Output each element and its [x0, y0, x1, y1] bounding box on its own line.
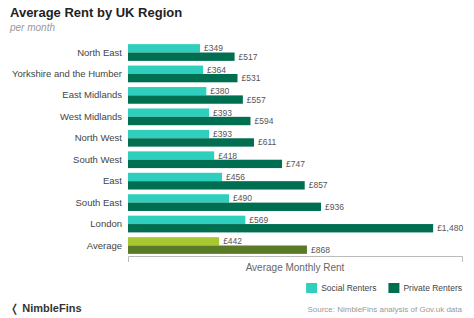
y-tick: Yorkshire and the Humber	[12, 68, 122, 79]
bar	[128, 203, 321, 211]
bar	[128, 138, 254, 146]
bar	[128, 117, 250, 125]
legend-label: Private Renters	[403, 283, 462, 293]
y-tick-label: North West	[75, 132, 123, 143]
data-label: £868	[311, 245, 330, 255]
y-tick: South East	[76, 197, 123, 208]
y-tick-label: South East	[76, 197, 123, 208]
y-tick-label: West Midlands	[60, 111, 122, 122]
y-tick: East Midlands	[62, 89, 122, 100]
bar	[128, 237, 219, 245]
bar	[128, 108, 209, 116]
y-tick-label: Average	[87, 240, 122, 251]
data-label: £857	[309, 180, 328, 190]
legend-swatch	[388, 283, 399, 293]
y-tick: North East	[77, 47, 122, 58]
y-axis: Average London South East East South West Nor…	[12, 47, 122, 251]
bar	[128, 181, 305, 189]
data-label: £517	[239, 52, 258, 62]
y-tick: London	[90, 218, 122, 229]
y-tick-label: East	[103, 175, 122, 186]
y-tick-label: South West	[73, 154, 122, 165]
brand: ❬ NimbleFins	[10, 302, 82, 315]
bar	[128, 160, 282, 168]
data-label: £393	[213, 108, 232, 118]
x-axis-title: Average Monthly Rent	[246, 262, 345, 273]
chart: Average Rent by UK Region per month £442 £5…	[0, 0, 474, 318]
y-tick: North West	[75, 132, 123, 143]
y-tick-label: East Midlands	[62, 89, 122, 100]
data-label: £557	[247, 95, 266, 105]
legend-item: Social Renters	[306, 283, 376, 293]
bar	[128, 44, 200, 52]
bar	[128, 194, 229, 202]
y-tick: West Midlands	[60, 111, 122, 122]
bar	[128, 95, 243, 103]
data-label: £380	[210, 86, 229, 96]
y-tick-label: North East	[77, 47, 122, 58]
bar	[128, 216, 245, 224]
subtitle: per month	[9, 22, 55, 33]
y-tick: South West	[73, 154, 122, 165]
bar	[128, 245, 307, 253]
bar	[128, 53, 235, 61]
data-label: £1,480	[437, 223, 463, 233]
data-labels: £442 £569 £490 £456 £418 £393 £393 £380 £364 £349…	[204, 43, 463, 254]
bar	[128, 74, 237, 82]
bar	[128, 130, 209, 138]
legend-swatch	[306, 283, 317, 293]
data-label: £490	[233, 193, 252, 203]
bar	[128, 151, 214, 159]
legend: Social Renters Private Renters	[306, 283, 462, 293]
bar	[128, 224, 433, 232]
bar	[128, 173, 222, 181]
title: Average Rent by UK Region	[10, 5, 182, 20]
y-tick: Average	[87, 240, 122, 251]
source-note: Source: NimbleFins analysis of Gov.uk da…	[307, 305, 462, 314]
data-label: £531	[241, 73, 260, 83]
legend-item: Private Renters	[388, 283, 462, 293]
data-label: £747	[286, 159, 305, 169]
bar	[128, 66, 203, 74]
legend-label: Social Renters	[321, 283, 376, 293]
data-label: £349	[204, 43, 223, 53]
data-label: £594	[254, 116, 273, 126]
data-label: £364	[207, 65, 226, 75]
bars	[128, 44, 433, 254]
data-label: £936	[325, 202, 344, 212]
data-label: £611	[258, 137, 277, 147]
y-tick-label: London	[90, 218, 122, 229]
bar	[128, 87, 206, 95]
data-label: £393	[213, 129, 232, 139]
y-tick-label: Yorkshire and the Humber	[12, 68, 122, 79]
data-label: £456	[226, 172, 245, 182]
data-label: £418	[218, 151, 237, 161]
y-tick: East	[103, 175, 122, 186]
data-label: £569	[249, 215, 268, 225]
data-label: £442	[223, 236, 242, 246]
